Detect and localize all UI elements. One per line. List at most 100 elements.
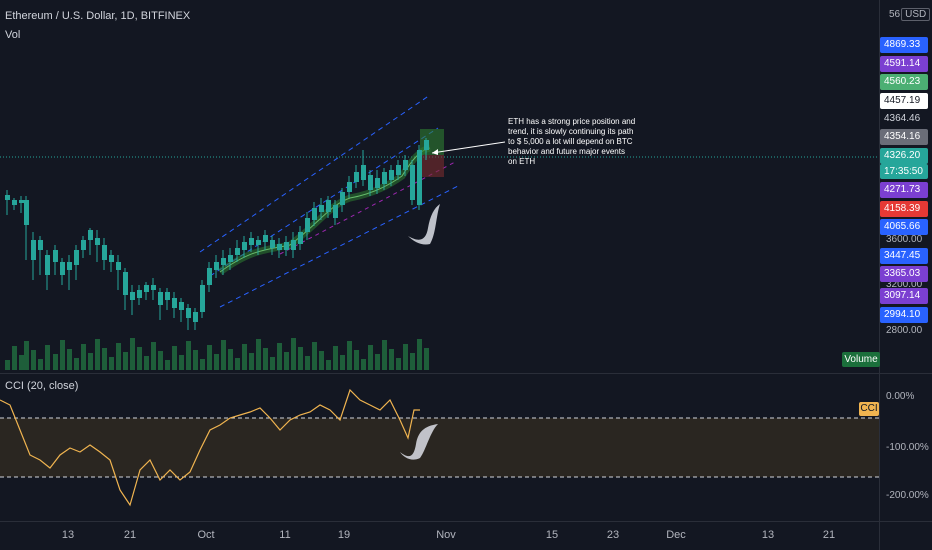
volume-bar: [165, 360, 170, 370]
volume-bar: [31, 350, 36, 370]
volume-bar: [12, 346, 17, 370]
cci-axis-label: 0.00%: [886, 391, 915, 402]
symbol-title[interactable]: Ethereum / U.S. Dollar, 1D, BITFINEX: [5, 10, 191, 22]
volume-bar: [109, 357, 114, 370]
candle: [256, 240, 261, 245]
time-axis-label: 13: [761, 529, 775, 541]
time-axis-border: [0, 521, 932, 522]
price-tag: 4869.33: [880, 37, 928, 53]
volume-bar: [95, 339, 100, 370]
candle: [361, 165, 366, 180]
volume-bar: [424, 348, 429, 370]
price-axis-label: 3600.00: [886, 234, 923, 245]
price-tag: 3447.45: [880, 248, 928, 264]
volume-bar: [207, 345, 212, 370]
cci-band: [0, 418, 879, 477]
pane-divider[interactable]: [0, 373, 932, 374]
volume-bar: [88, 353, 93, 370]
time-axis-label: Nov: [436, 529, 456, 541]
candle: [186, 308, 191, 318]
volume-bar: [249, 353, 254, 370]
volume-bar: [214, 354, 219, 370]
volume-bar: [116, 343, 121, 370]
volume-bar: [123, 352, 128, 370]
volume-bar: [368, 345, 373, 370]
time-axis-label: Dec: [666, 529, 686, 541]
cci-axis-label: -100.00%: [886, 442, 929, 453]
volume-bar: [277, 343, 282, 370]
volume-bar: [410, 353, 415, 370]
volume-bar: [130, 338, 135, 370]
price-tag: 3097.14: [880, 288, 928, 304]
currency-selector[interactable]: 56 USD: [889, 8, 931, 21]
time-axis-label: 19: [337, 529, 351, 541]
analysis-annotation[interactable]: ETH has a strong price position and tren…: [508, 117, 636, 166]
currency-button[interactable]: USD: [901, 8, 931, 21]
candle: [179, 302, 184, 310]
volume-bar: [24, 341, 29, 370]
volume-bar: [228, 349, 233, 370]
price-tag: 4158.39: [880, 201, 928, 217]
candle: [403, 160, 408, 170]
candle: [53, 250, 58, 262]
candle: [200, 285, 205, 312]
volume-bar: [256, 339, 261, 370]
channel-upper-line: [199, 94, 431, 253]
volume-bar: [326, 360, 331, 370]
volume-bar: [305, 356, 310, 370]
volume-bar: [354, 350, 359, 370]
candle: [81, 240, 86, 250]
price-axis-label: 2800.00: [886, 325, 923, 336]
channel-inner-line: [279, 161, 456, 255]
candle: [305, 218, 310, 232]
candle: [45, 255, 50, 275]
candle: [326, 200, 331, 212]
cci-indicator-title[interactable]: CCI (20, close): [5, 380, 79, 392]
price-tag: 4591.14: [880, 56, 928, 72]
candle: [368, 175, 373, 190]
volume-bar: [137, 347, 142, 370]
candle: [312, 208, 317, 220]
volume-bar: [298, 347, 303, 370]
price-tag: 4560.23: [880, 74, 928, 90]
cci-badge: CCI: [859, 402, 879, 416]
candle: [214, 262, 219, 270]
time-axis-label: Oct: [197, 529, 215, 541]
volume-bar: [144, 356, 149, 370]
volume-bar: [172, 346, 177, 370]
candle: [193, 312, 198, 322]
time-axis-label: 13: [61, 529, 75, 541]
price-tag: 4271.73: [880, 182, 928, 198]
volume-bar: [235, 358, 240, 370]
candle: [165, 292, 170, 300]
volume-indicator-title[interactable]: Vol: [5, 29, 21, 41]
time-axis-label: 23: [606, 529, 620, 541]
candle: [31, 240, 36, 260]
volume-bar: [74, 358, 79, 370]
volume-bar: [186, 341, 191, 370]
volume-bar: [270, 357, 275, 370]
candle: [228, 255, 233, 262]
volume-bar: [284, 352, 289, 370]
annotation-arrowhead: [432, 149, 438, 155]
candle: [221, 258, 226, 265]
annotation-arrow: [431, 141, 506, 154]
time-axis-label: 21: [123, 529, 137, 541]
candle: [263, 235, 268, 242]
candle: [291, 240, 296, 250]
candle: [354, 172, 359, 182]
candle: [298, 232, 303, 244]
candle: [207, 268, 212, 285]
volume-bar: [242, 344, 247, 370]
candle: [5, 195, 10, 200]
currency-top-label: 56: [889, 9, 901, 20]
last-price-tag: 4326.20: [880, 148, 928, 164]
candle: [123, 272, 128, 295]
volume-bar: [158, 351, 163, 370]
candle: [24, 200, 29, 225]
candle: [172, 298, 177, 308]
candle: [151, 285, 156, 290]
volume-bar: [333, 346, 338, 370]
candle: [60, 262, 65, 275]
